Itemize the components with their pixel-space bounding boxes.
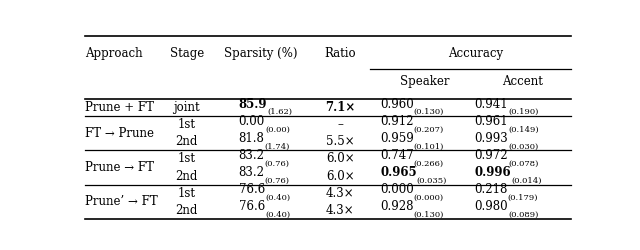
Text: –: – xyxy=(337,118,343,132)
Text: 0.00: 0.00 xyxy=(239,115,265,128)
Text: Sparsity (%): Sparsity (%) xyxy=(224,46,298,60)
Text: 2nd: 2nd xyxy=(175,170,198,182)
Text: 0.941: 0.941 xyxy=(474,98,508,111)
Text: 76.6: 76.6 xyxy=(239,183,265,196)
Text: (0.40): (0.40) xyxy=(265,194,290,202)
Text: 1st: 1st xyxy=(178,152,196,166)
Text: 0.000: 0.000 xyxy=(380,183,414,196)
Text: Ratio: Ratio xyxy=(324,46,356,60)
Text: (1.74): (1.74) xyxy=(264,142,290,150)
Text: Speaker: Speaker xyxy=(400,76,449,88)
Text: 0.980: 0.980 xyxy=(474,200,508,213)
Text: 0.996: 0.996 xyxy=(474,166,511,179)
Text: 81.8: 81.8 xyxy=(239,132,264,145)
Text: 1st: 1st xyxy=(178,118,196,132)
Text: (0.207): (0.207) xyxy=(413,125,444,133)
Text: (0.089): (0.089) xyxy=(508,210,538,218)
Text: 2nd: 2nd xyxy=(175,204,198,216)
Text: Prune → FT: Prune → FT xyxy=(85,161,154,174)
Text: Accent: Accent xyxy=(502,76,543,88)
Text: joint: joint xyxy=(173,101,200,114)
Text: 83.2: 83.2 xyxy=(239,166,265,179)
Text: (0.030): (0.030) xyxy=(508,142,538,150)
Text: (0.014): (0.014) xyxy=(511,176,541,184)
Text: Accuracy: Accuracy xyxy=(448,46,503,60)
Text: (0.190): (0.190) xyxy=(508,108,538,116)
Text: 4.3×: 4.3× xyxy=(326,204,355,216)
Text: 7.1×: 7.1× xyxy=(325,101,356,114)
Text: (0.130): (0.130) xyxy=(413,210,444,218)
Text: 0.959: 0.959 xyxy=(380,132,414,145)
Text: (0.40): (0.40) xyxy=(265,210,290,218)
Text: (0.130): (0.130) xyxy=(414,108,444,116)
Text: 0.928: 0.928 xyxy=(380,200,413,213)
Text: 0.912: 0.912 xyxy=(380,115,413,128)
Text: 83.2: 83.2 xyxy=(239,149,265,162)
Text: (0.101): (0.101) xyxy=(414,142,444,150)
Text: 0.965: 0.965 xyxy=(380,166,417,179)
Text: (0.000): (0.000) xyxy=(414,194,444,202)
Text: (1.62): (1.62) xyxy=(268,108,292,116)
Text: Prune + FT: Prune + FT xyxy=(85,101,154,114)
Text: 1st: 1st xyxy=(178,186,196,200)
Text: Approach: Approach xyxy=(85,46,143,60)
Text: 85.9: 85.9 xyxy=(239,98,268,111)
Text: (0.179): (0.179) xyxy=(508,194,538,202)
Text: 5.5×: 5.5× xyxy=(326,136,355,148)
Text: (0.266): (0.266) xyxy=(414,160,444,168)
Text: Prune’ → FT: Prune’ → FT xyxy=(85,195,157,208)
Text: 0.218: 0.218 xyxy=(474,183,508,196)
Text: 2nd: 2nd xyxy=(175,136,198,148)
Text: 0.960: 0.960 xyxy=(380,98,414,111)
Text: 76.6: 76.6 xyxy=(239,200,265,213)
Text: (0.76): (0.76) xyxy=(265,176,290,184)
Text: (0.76): (0.76) xyxy=(265,160,290,168)
Text: (0.00): (0.00) xyxy=(265,125,290,133)
Text: 0.747: 0.747 xyxy=(380,149,414,162)
Text: Stage: Stage xyxy=(170,46,204,60)
Text: (0.149): (0.149) xyxy=(508,125,539,133)
Text: FT → Prune: FT → Prune xyxy=(85,127,154,140)
Text: 6.0×: 6.0× xyxy=(326,152,355,166)
Text: 0.961: 0.961 xyxy=(474,115,508,128)
Text: 0.972: 0.972 xyxy=(474,149,508,162)
Text: 6.0×: 6.0× xyxy=(326,170,355,182)
Text: 4.3×: 4.3× xyxy=(326,186,355,200)
Text: (0.078): (0.078) xyxy=(508,160,538,168)
Text: (0.035): (0.035) xyxy=(417,176,447,184)
Text: 0.993: 0.993 xyxy=(474,132,508,145)
